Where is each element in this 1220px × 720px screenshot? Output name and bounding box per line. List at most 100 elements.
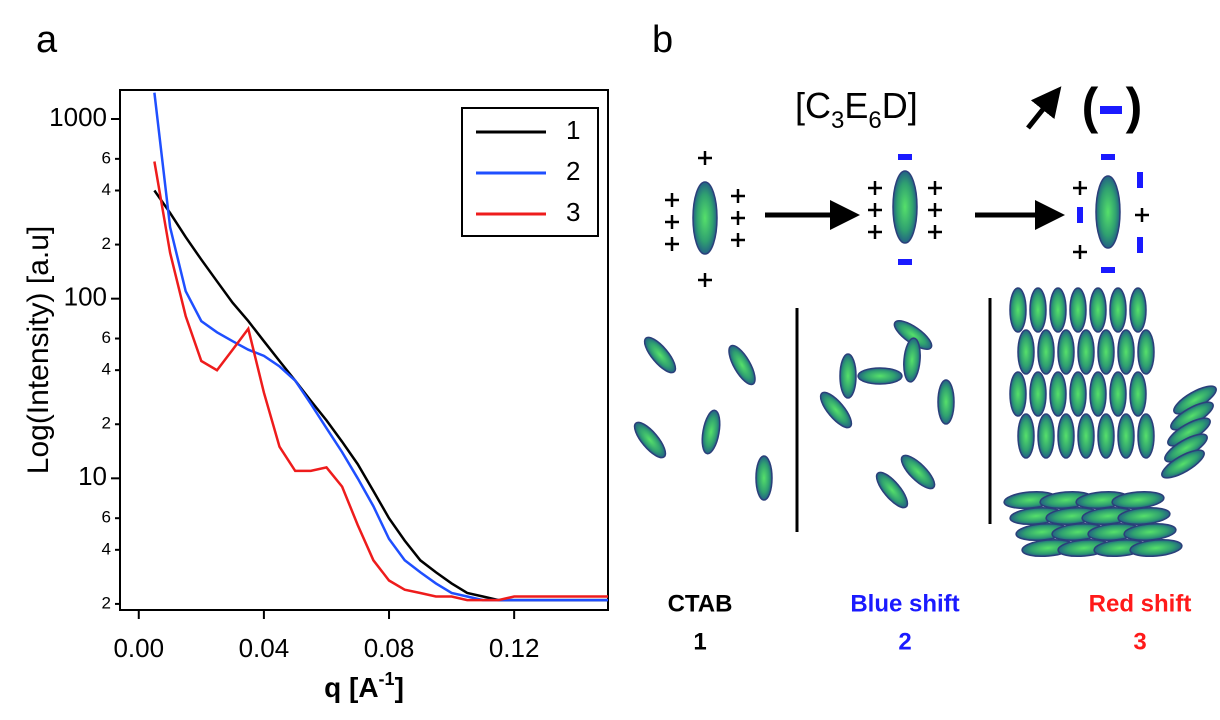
legend-label: 2 — [566, 156, 580, 186]
micelle — [1129, 371, 1147, 417]
micelle — [1037, 329, 1055, 375]
micelle — [1069, 287, 1087, 333]
minus-sign — [898, 154, 912, 160]
group-number: 3 — [1133, 628, 1146, 655]
group-name: Blue shift — [850, 590, 959, 617]
micelle — [1137, 329, 1155, 375]
micelle — [1109, 371, 1127, 417]
legend-label: 1 — [566, 115, 580, 145]
x-tick-label: 0.00 — [113, 633, 164, 663]
x-tick-label: 0.08 — [364, 633, 415, 663]
y-tick-label: 100 — [64, 282, 107, 312]
y-tick-label: 4 — [102, 360, 111, 379]
y-tick-label: 6 — [102, 148, 111, 167]
minus-sign — [1100, 106, 1122, 114]
micelle — [1017, 329, 1035, 375]
plus-sign — [698, 151, 712, 165]
y-tick-label: 2 — [102, 234, 111, 253]
micelle — [701, 409, 721, 455]
formula-part: 6 — [868, 107, 881, 134]
x-axis-label-part: q [A — [324, 672, 378, 703]
plus-sign — [1135, 208, 1149, 222]
paren: ( — [1082, 78, 1099, 134]
panel-label: a — [36, 19, 58, 61]
micelle — [1109, 287, 1127, 333]
plot-frame — [119, 89, 609, 611]
minus-sign — [1077, 207, 1083, 223]
minus-sign — [1101, 267, 1115, 273]
micelle — [633, 421, 667, 459]
micelle — [1017, 413, 1035, 459]
plus-sign — [665, 215, 679, 229]
micelle — [643, 336, 677, 374]
group-name: CTAB — [668, 590, 733, 617]
micelle — [1057, 413, 1075, 459]
micelle — [728, 344, 756, 386]
y-tick-label: 1000 — [49, 102, 107, 132]
data-line — [153, 189, 608, 602]
micelle — [1129, 287, 1147, 333]
group-number: 1 — [693, 628, 706, 655]
micelle — [1057, 329, 1075, 375]
micelle — [903, 337, 921, 383]
plus-sign — [1073, 245, 1087, 259]
minus-sign — [1101, 154, 1115, 160]
y-tick-label: 6 — [102, 508, 111, 527]
legend-label: 3 — [566, 197, 580, 227]
x-axis-label-part: -1 — [379, 669, 395, 689]
arrow — [1026, 86, 1062, 130]
minus-sign — [1137, 237, 1143, 253]
micelle — [1077, 329, 1095, 375]
plus-sign — [665, 237, 679, 251]
diagram — [765, 86, 1122, 532]
formula: [C3E6D] — [795, 85, 918, 134]
group-number: 2 — [898, 628, 911, 655]
plus-sign — [665, 193, 679, 207]
micelle — [900, 454, 936, 490]
x-axis-label: q [A-1] — [324, 669, 404, 704]
plus-sign — [698, 273, 712, 287]
formula-part: E — [844, 85, 868, 126]
micelle — [1137, 413, 1155, 459]
micelle — [1029, 287, 1047, 333]
x-tick-label: 0.12 — [489, 633, 540, 663]
plus-sign — [868, 181, 882, 195]
micelle — [819, 391, 853, 429]
plus-sign — [928, 225, 942, 239]
plus-sign — [928, 181, 942, 195]
minus-sign — [898, 259, 912, 265]
y-tick-label: 10 — [78, 461, 107, 491]
data-line — [153, 161, 608, 602]
paren: ) — [1126, 78, 1143, 134]
micelle — [875, 471, 909, 509]
micelle — [1037, 413, 1055, 459]
y-tick-label: 6 — [102, 328, 111, 347]
plus-sign — [731, 189, 745, 203]
panel-label: b — [652, 19, 673, 61]
micelle — [1069, 371, 1087, 417]
micelle — [1161, 449, 1205, 479]
micelle — [857, 367, 903, 385]
micelle — [755, 455, 773, 501]
micelle — [1009, 287, 1027, 333]
y-tick-label: 2 — [102, 414, 111, 433]
micelle — [1029, 371, 1047, 417]
x-axis-label-part: ] — [395, 672, 404, 703]
micelle — [1117, 413, 1135, 459]
plus-sign — [1073, 181, 1087, 195]
micelle — [937, 379, 955, 425]
group-name: Red shift — [1089, 590, 1192, 617]
y-tick-label: 2 — [102, 593, 111, 612]
plus-sign — [868, 203, 882, 217]
micelle — [1117, 329, 1135, 375]
micelle — [1095, 175, 1121, 249]
micelle — [1097, 413, 1115, 459]
micelle — [692, 181, 718, 255]
micelle — [839, 353, 857, 399]
micelle — [1077, 413, 1095, 459]
plus-sign — [731, 211, 745, 225]
micelle — [1049, 287, 1067, 333]
micelle — [1097, 329, 1115, 375]
y-tick-label: 4 — [102, 180, 111, 199]
formula-part: D] — [882, 85, 918, 126]
